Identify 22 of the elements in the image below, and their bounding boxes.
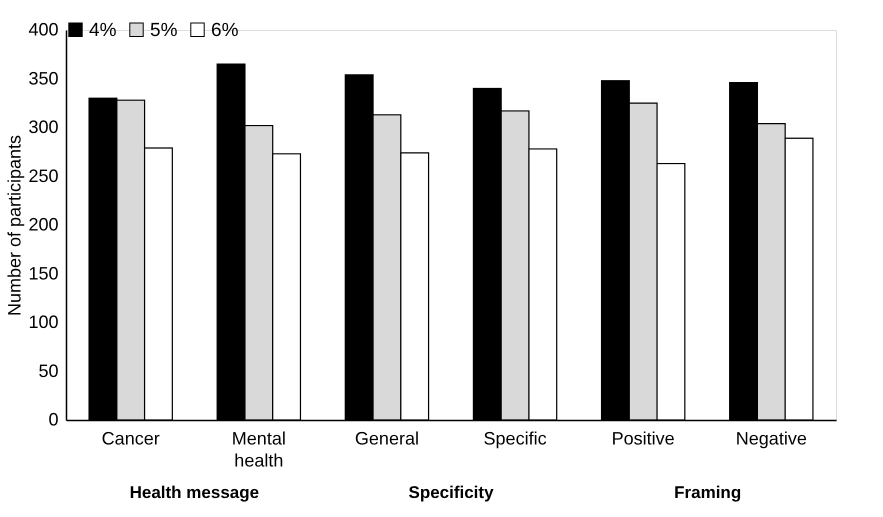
x-tick-label: Positive: [612, 428, 675, 448]
x-tick-label: Specific: [484, 428, 547, 448]
y-tick-label: 0: [48, 410, 58, 430]
y-tick-label: 350: [28, 68, 58, 88]
x-tick-label: General: [354, 428, 419, 448]
y-tick-label: 400: [28, 20, 58, 40]
y-axis-title: Number of participants: [4, 134, 24, 316]
y-tick-label: 250: [28, 166, 58, 186]
y-tick-label: 50: [38, 360, 58, 381]
y-tick-label: 200: [28, 214, 58, 234]
x-tick-label: Cancer: [102, 428, 160, 448]
legend-label: 6%: [211, 20, 239, 41]
text: Framing: [674, 483, 742, 502]
text: Specificity: [408, 483, 494, 502]
x-tick-label: Negative: [736, 428, 807, 448]
legend-label: 4%: [89, 20, 117, 41]
text: Health message: [130, 483, 260, 502]
y-tick-label: 150: [28, 263, 58, 284]
y-tick-label: 300: [28, 117, 58, 137]
x-tick-label: Mental health: [232, 428, 286, 470]
legend-label: 5%: [150, 20, 178, 41]
y-tick-label: 100: [28, 312, 58, 332]
